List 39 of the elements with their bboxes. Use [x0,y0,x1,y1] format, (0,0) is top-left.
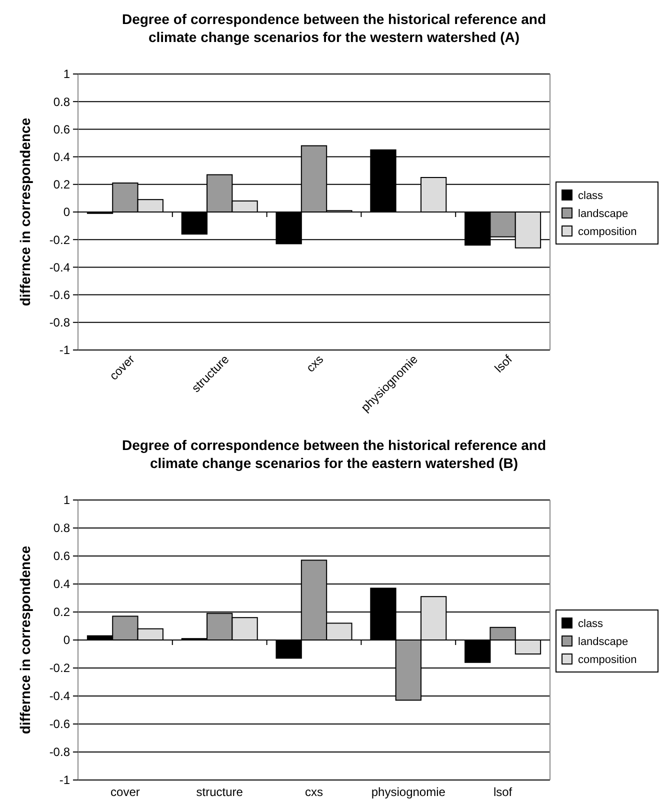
y-tick-label: 1 [63,67,70,82]
x-tick-label: cxs [303,352,326,375]
x-tick-label: lsof [492,352,516,376]
y-tick-label: -0.8 [49,745,70,760]
y-tick-label: 0 [63,205,70,220]
y-tick-label: -0.4 [49,689,70,704]
y-tick-label: -0.8 [49,316,70,330]
y-tick-label: 0.6 [53,549,70,564]
y-tick-label: 0 [63,633,70,648]
legend-label: landscape [578,208,628,220]
y-tick-label: 0.2 [53,178,70,192]
y-axis-title: differnce in correspondence [17,546,33,734]
y-tick-label: 0.8 [53,94,70,109]
y-tick-label: 1 [63,493,70,508]
y-tick-label: -1 [59,343,70,358]
legend-label: class [578,190,604,202]
y-tick-label: 0.4 [53,150,70,164]
y-tick-label: 0.4 [53,577,70,592]
chart-title: Degree of correspondence between the historical reference and climate change scenarios for the western watershed (A) [122,11,546,45]
legend-label: class [578,618,604,630]
y-tick-label: -1 [59,773,70,788]
y-tick-label: 0.2 [53,605,70,620]
x-tick-label: physiognomie [371,785,446,799]
x-tick-label: cover [110,785,140,799]
y-tick-label: 0.8 [53,521,70,536]
y-tick-label: -0.6 [49,717,70,732]
y-tick-label: 0.6 [53,122,70,136]
x-tick-label: cxs [305,785,323,799]
y-axis-title: differnce in correspondence [17,118,33,306]
legend-label: landscape [578,636,628,648]
y-tick-label: -0.4 [49,260,70,274]
y-tick-label: -0.6 [49,288,70,302]
x-tick-label: structure [196,785,244,799]
x-tick-label: lsof [493,785,513,799]
legend-label: composition [578,654,637,666]
chart-title: Degree of correspondence between the historical reference and climate change scenarios for the eastern watershed (B) [122,437,546,471]
y-tick-label: -0.2 [49,232,70,247]
legend-label: composition [578,226,637,238]
y-tick-label: -0.2 [49,661,70,676]
